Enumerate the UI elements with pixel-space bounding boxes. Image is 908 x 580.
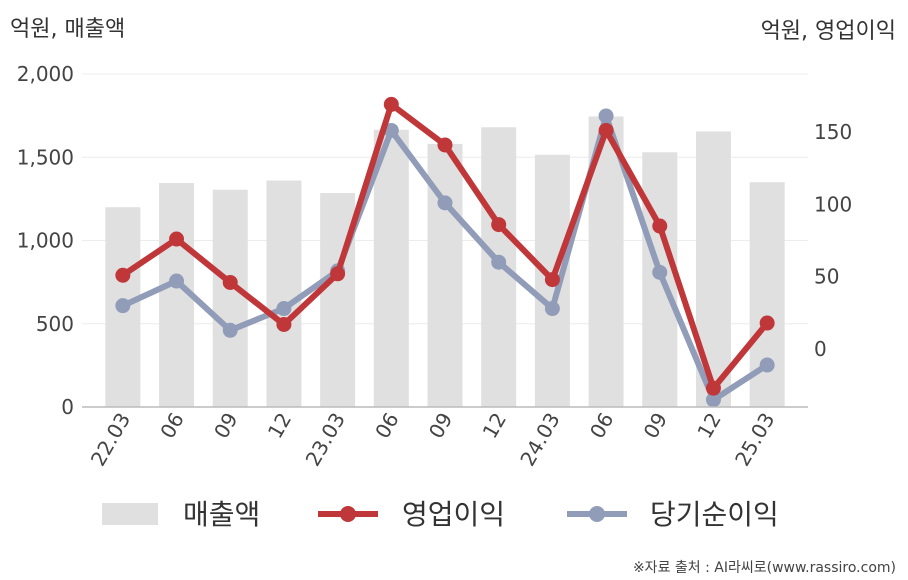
operating-profit-point bbox=[759, 315, 775, 331]
x-tick-label: 06 bbox=[585, 409, 619, 443]
right-tick-label: 50 bbox=[814, 265, 839, 289]
left-tick-label: 2,000 bbox=[17, 62, 74, 86]
x-tick-label: 09 bbox=[424, 409, 458, 443]
operating-profit-point bbox=[544, 272, 560, 288]
operating-profit-point bbox=[115, 267, 131, 283]
net-income-point bbox=[705, 392, 721, 408]
left-tick-label: 500 bbox=[36, 312, 74, 336]
x-tick-label: 24.03 bbox=[515, 409, 564, 471]
profit-lines bbox=[115, 96, 775, 408]
legend-swatch-revenue bbox=[102, 503, 158, 525]
left-tick-label: 1,000 bbox=[17, 229, 74, 253]
x-tick-label: 12 bbox=[263, 409, 297, 443]
net-income-point bbox=[276, 301, 292, 317]
x-tick-label: 09 bbox=[639, 409, 673, 443]
operating-profit-point bbox=[491, 217, 507, 233]
x-tick-label: 06 bbox=[155, 409, 189, 443]
left-tick-label: 0 bbox=[61, 395, 74, 419]
legend-label-net-income: 당기순이익 bbox=[650, 498, 779, 531]
operating-profit-point bbox=[705, 380, 721, 396]
net-income-point bbox=[169, 273, 185, 289]
x-tick-label: 12 bbox=[478, 409, 512, 443]
revenue-bar bbox=[373, 129, 409, 407]
revenue-bar bbox=[320, 193, 356, 407]
net-income-point bbox=[437, 195, 453, 211]
left-axis-title: 억원, 매출액 bbox=[10, 17, 125, 42]
x-axis-ticks: 22.03 06 09 12 23.03 06 09 12 24.03 06 09 12 25.03 bbox=[86, 409, 780, 471]
legend: 매출액 영업이익 당기순이익 bbox=[102, 498, 779, 531]
x-tick-label: 12 bbox=[692, 409, 726, 443]
operating-profit-point bbox=[652, 218, 668, 234]
left-tick-label: 1,500 bbox=[17, 145, 74, 169]
legend-marker-net-income bbox=[589, 506, 605, 522]
operating-profit-point bbox=[383, 96, 399, 112]
x-tick-label: 06 bbox=[370, 409, 404, 443]
right-tick-label: 0 bbox=[814, 337, 827, 361]
revenue-bar bbox=[266, 180, 302, 407]
net-income-point bbox=[652, 264, 668, 280]
revenue-bar bbox=[212, 189, 248, 407]
operating-profit-point bbox=[276, 316, 292, 332]
net-income-point bbox=[598, 108, 614, 124]
operating-profit-point bbox=[598, 122, 614, 138]
x-tick-label: 23.03 bbox=[301, 409, 350, 471]
x-tick-label: 22.03 bbox=[86, 409, 135, 471]
x-tick-label: 09 bbox=[209, 409, 243, 443]
net-income-point bbox=[544, 301, 560, 317]
net-income-point bbox=[759, 357, 775, 373]
net-income-point bbox=[222, 322, 238, 338]
x-tick-label: 25.03 bbox=[730, 409, 779, 471]
operating-profit-point bbox=[437, 137, 453, 153]
right-axis-ticks: 0 50 100 150 bbox=[814, 120, 852, 361]
net-income-point bbox=[383, 122, 399, 138]
left-axis-ticks: 0 500 1,000 1,500 2,000 bbox=[17, 62, 74, 419]
right-axis-title: 억원, 영업이익 bbox=[761, 19, 896, 44]
net-income-point bbox=[115, 298, 131, 314]
right-tick-label: 100 bbox=[814, 192, 852, 216]
legend-marker-operating-profit bbox=[340, 506, 356, 522]
operating-profit-point bbox=[169, 231, 185, 247]
operating-profit-point bbox=[330, 266, 346, 282]
net-income-point bbox=[491, 254, 507, 270]
source-note: ※자료 출처 : AI라씨로(www.rassiro.com) bbox=[633, 560, 896, 576]
legend-label-operating-profit: 영업이익 bbox=[402, 498, 505, 531]
legend-label-revenue: 매출액 bbox=[183, 498, 260, 531]
operating-profit-point bbox=[222, 274, 238, 290]
right-tick-label: 150 bbox=[814, 120, 852, 144]
